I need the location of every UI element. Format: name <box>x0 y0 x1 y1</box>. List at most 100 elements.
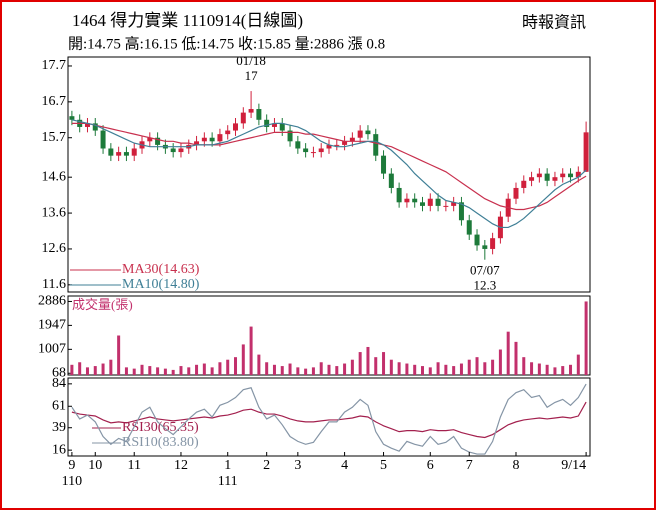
candle-body <box>279 123 285 131</box>
candle-body <box>217 134 223 142</box>
volume-bar <box>210 367 214 375</box>
candle-body <box>84 123 90 127</box>
candle-body <box>552 177 558 181</box>
candle-body <box>513 187 519 199</box>
candle-body <box>404 198 410 203</box>
candle-body <box>170 148 176 153</box>
candle-body <box>568 173 574 178</box>
candle-body <box>349 137 355 142</box>
candle-body <box>256 109 262 120</box>
legend-label: RSI10(83.80) <box>122 435 199 450</box>
candle-body <box>474 234 480 246</box>
candle-body <box>147 137 153 142</box>
candle-body <box>271 123 277 127</box>
annotation-value: 12.3 <box>473 278 496 293</box>
volume-bar <box>93 366 97 375</box>
legend-label: MA10(14.80) <box>122 277 200 292</box>
y-tick-label: 1947 <box>38 318 66 333</box>
annotation-label: 07/07 <box>470 263 500 278</box>
x-tick-label: 9/14 <box>561 458 586 473</box>
y-tick-label: 11.6 <box>42 277 66 292</box>
volume-bar <box>498 349 502 375</box>
candle-body <box>69 116 75 120</box>
volume-label: 成交量(張) <box>72 297 133 312</box>
candle-body <box>248 109 254 113</box>
volume-bar <box>374 357 378 375</box>
candle-body <box>194 141 200 145</box>
volume-bar <box>444 364 448 375</box>
candle-body <box>381 155 387 174</box>
price-frame <box>67 56 591 293</box>
candle-body <box>544 173 550 181</box>
candle-body <box>209 137 215 142</box>
volume-bar <box>288 363 292 375</box>
candle-body <box>131 148 137 156</box>
volume-bar <box>366 346 370 375</box>
candle-body <box>482 245 488 249</box>
volume-bar <box>553 367 557 375</box>
candle-body <box>583 132 589 172</box>
x-tick-label: 2 <box>263 458 270 473</box>
volume-bar <box>327 364 331 375</box>
candle-body <box>116 152 122 156</box>
volume-bar <box>522 357 526 375</box>
volume-bar <box>304 368 308 375</box>
volume-bar <box>413 364 417 375</box>
candle-body <box>303 148 309 153</box>
quote-line: 開:14.75 高:16.15 低:14.75 收:15.85 量:2886 漲… <box>68 35 385 52</box>
volume-bar <box>132 368 136 375</box>
x-tick-label: 8 <box>512 458 519 473</box>
candle-body <box>225 130 231 135</box>
candle-body <box>575 171 581 178</box>
volume-bar <box>296 367 300 375</box>
annotation-label: 01/18 <box>236 53 266 68</box>
volume-bar <box>389 359 393 375</box>
volume-bar <box>319 362 323 375</box>
candle-body <box>357 130 363 138</box>
volume-bar <box>218 362 222 375</box>
candle-body <box>490 238 496 249</box>
candle-body <box>443 205 449 207</box>
x-tick-label: 11 <box>127 458 140 473</box>
volume-bar <box>124 367 128 375</box>
x-tick-label: 1 <box>224 458 231 473</box>
x-tick-label: 7 <box>466 458 473 473</box>
candle-body <box>427 198 433 206</box>
candle-body <box>412 198 418 203</box>
volume-bar <box>195 364 199 375</box>
candle-body <box>108 148 114 156</box>
candle-body <box>326 144 332 149</box>
rsi-line <box>71 383 587 455</box>
candle-body <box>451 202 457 206</box>
candle-body <box>396 187 402 203</box>
volume-bar <box>148 366 152 375</box>
candle-body <box>295 141 301 149</box>
volume-bar <box>101 363 105 375</box>
y-tick-label: 39 <box>52 420 66 435</box>
x-tick-label: 5 <box>380 458 387 473</box>
volume-bar <box>311 367 315 375</box>
volume-bar <box>405 363 409 375</box>
volume-bar <box>163 368 167 375</box>
candle-body <box>318 148 324 153</box>
candle-body <box>240 112 246 124</box>
volume-bar <box>257 354 261 375</box>
y-tick-label: 61 <box>52 398 66 413</box>
volume-bar <box>249 326 253 375</box>
volume-bar <box>234 357 238 375</box>
y-tick-label: 16 <box>52 442 66 457</box>
volume-bar <box>576 354 580 375</box>
volume-bar <box>78 362 82 375</box>
volume-bar <box>241 344 245 375</box>
candle-body <box>466 220 472 235</box>
legend-label: MA30(14.63) <box>122 262 200 277</box>
candle-body <box>123 152 129 156</box>
volume-bar <box>280 366 284 375</box>
volume-bar <box>335 366 339 375</box>
volume-bar <box>530 362 534 375</box>
volume-bar <box>584 301 588 375</box>
volume-bar <box>140 364 144 375</box>
volume-bar <box>459 363 463 375</box>
